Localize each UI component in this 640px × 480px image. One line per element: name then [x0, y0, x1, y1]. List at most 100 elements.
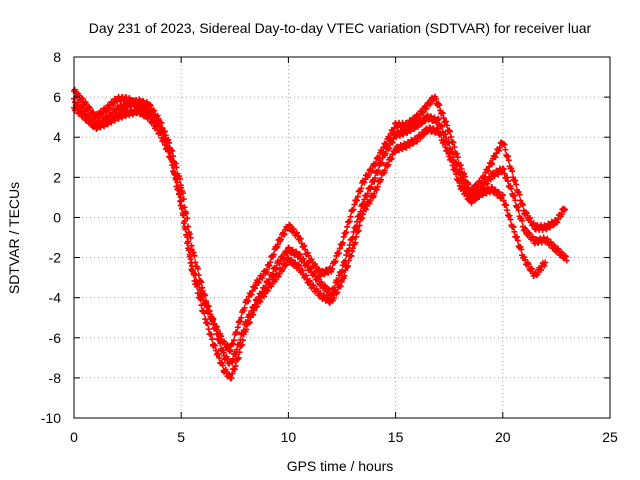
data-point	[443, 135, 450, 142]
data-point	[202, 292, 209, 299]
data-point	[561, 207, 568, 214]
data-point	[176, 191, 183, 198]
data-point	[245, 320, 252, 327]
data-point	[172, 160, 179, 167]
data-point	[106, 105, 113, 112]
data-point	[439, 110, 446, 117]
data-point	[530, 220, 537, 227]
data-point	[523, 210, 530, 217]
data-point	[533, 272, 540, 279]
data-point	[90, 109, 97, 116]
data-point	[355, 227, 362, 234]
data-point	[504, 178, 511, 185]
data-point	[485, 167, 492, 174]
data-point	[245, 298, 252, 305]
data-point	[162, 132, 169, 139]
data-point	[239, 341, 246, 348]
data-point	[519, 217, 526, 224]
data-point	[385, 161, 392, 168]
data-point	[205, 303, 212, 310]
y-tick-label: 4	[53, 129, 61, 145]
data-point	[210, 321, 217, 328]
data-point	[248, 291, 255, 298]
data-point	[330, 295, 337, 302]
data-point	[219, 362, 226, 369]
data-point	[232, 362, 239, 369]
data-point	[203, 298, 210, 305]
data-point	[182, 226, 189, 233]
data-point	[156, 128, 163, 135]
data-point	[238, 314, 245, 321]
data-point	[544, 235, 551, 242]
data-point	[348, 252, 355, 259]
x-tick-label: 20	[495, 429, 511, 445]
data-point	[190, 249, 197, 256]
data-point	[388, 155, 395, 162]
data-point	[254, 303, 261, 310]
x-tick-label: 10	[281, 429, 297, 445]
data-point	[444, 146, 451, 153]
data-point	[157, 130, 164, 137]
data-point	[191, 278, 198, 285]
data-point	[453, 150, 460, 157]
data-point	[489, 160, 496, 167]
x-tick-label: 15	[388, 429, 404, 445]
grid	[74, 57, 610, 418]
data-point	[165, 148, 172, 155]
data-point	[526, 230, 533, 237]
data-point	[239, 337, 246, 344]
series-track-lower	[71, 104, 549, 382]
data-point	[178, 184, 185, 191]
data-point	[420, 109, 427, 116]
data-point	[296, 251, 303, 258]
data-point	[168, 155, 175, 162]
data-point	[352, 239, 359, 246]
data-point	[495, 189, 502, 196]
data-point	[228, 375, 235, 382]
data-point	[201, 310, 208, 317]
data-point	[386, 145, 393, 152]
data-point	[345, 262, 352, 269]
data-point	[562, 253, 569, 260]
data-point	[452, 166, 459, 173]
data-point	[353, 223, 360, 230]
data-point	[504, 207, 511, 214]
data-point	[272, 276, 279, 283]
data-point	[103, 108, 110, 115]
data-point	[146, 101, 153, 108]
data-point	[372, 175, 379, 182]
data-point	[363, 206, 370, 213]
data-point	[510, 224, 517, 231]
data-point	[215, 350, 222, 357]
data-point	[561, 206, 568, 213]
data-point	[340, 233, 347, 240]
data-point	[216, 336, 223, 343]
series-track-middle	[71, 95, 570, 367]
data-point	[371, 190, 378, 197]
data-point	[444, 122, 451, 129]
data-point	[229, 359, 236, 366]
data-point	[443, 118, 450, 125]
data-point	[310, 282, 317, 289]
data-point	[255, 279, 262, 286]
data-point	[368, 184, 375, 191]
data-point	[281, 231, 288, 238]
data-point	[534, 271, 541, 278]
data-point	[212, 342, 219, 349]
data-point	[525, 261, 532, 268]
data-point	[292, 259, 299, 266]
data-point	[158, 120, 165, 127]
data-point	[513, 233, 520, 240]
data-point	[555, 245, 562, 252]
data-point	[512, 177, 519, 184]
data-point	[503, 202, 510, 209]
data-point	[300, 255, 307, 262]
data-point	[506, 212, 513, 219]
data-point	[279, 255, 286, 262]
data-point	[554, 219, 561, 226]
data-point	[251, 307, 258, 314]
data-point	[563, 257, 570, 264]
data-point	[504, 153, 511, 160]
data-point	[209, 336, 216, 343]
